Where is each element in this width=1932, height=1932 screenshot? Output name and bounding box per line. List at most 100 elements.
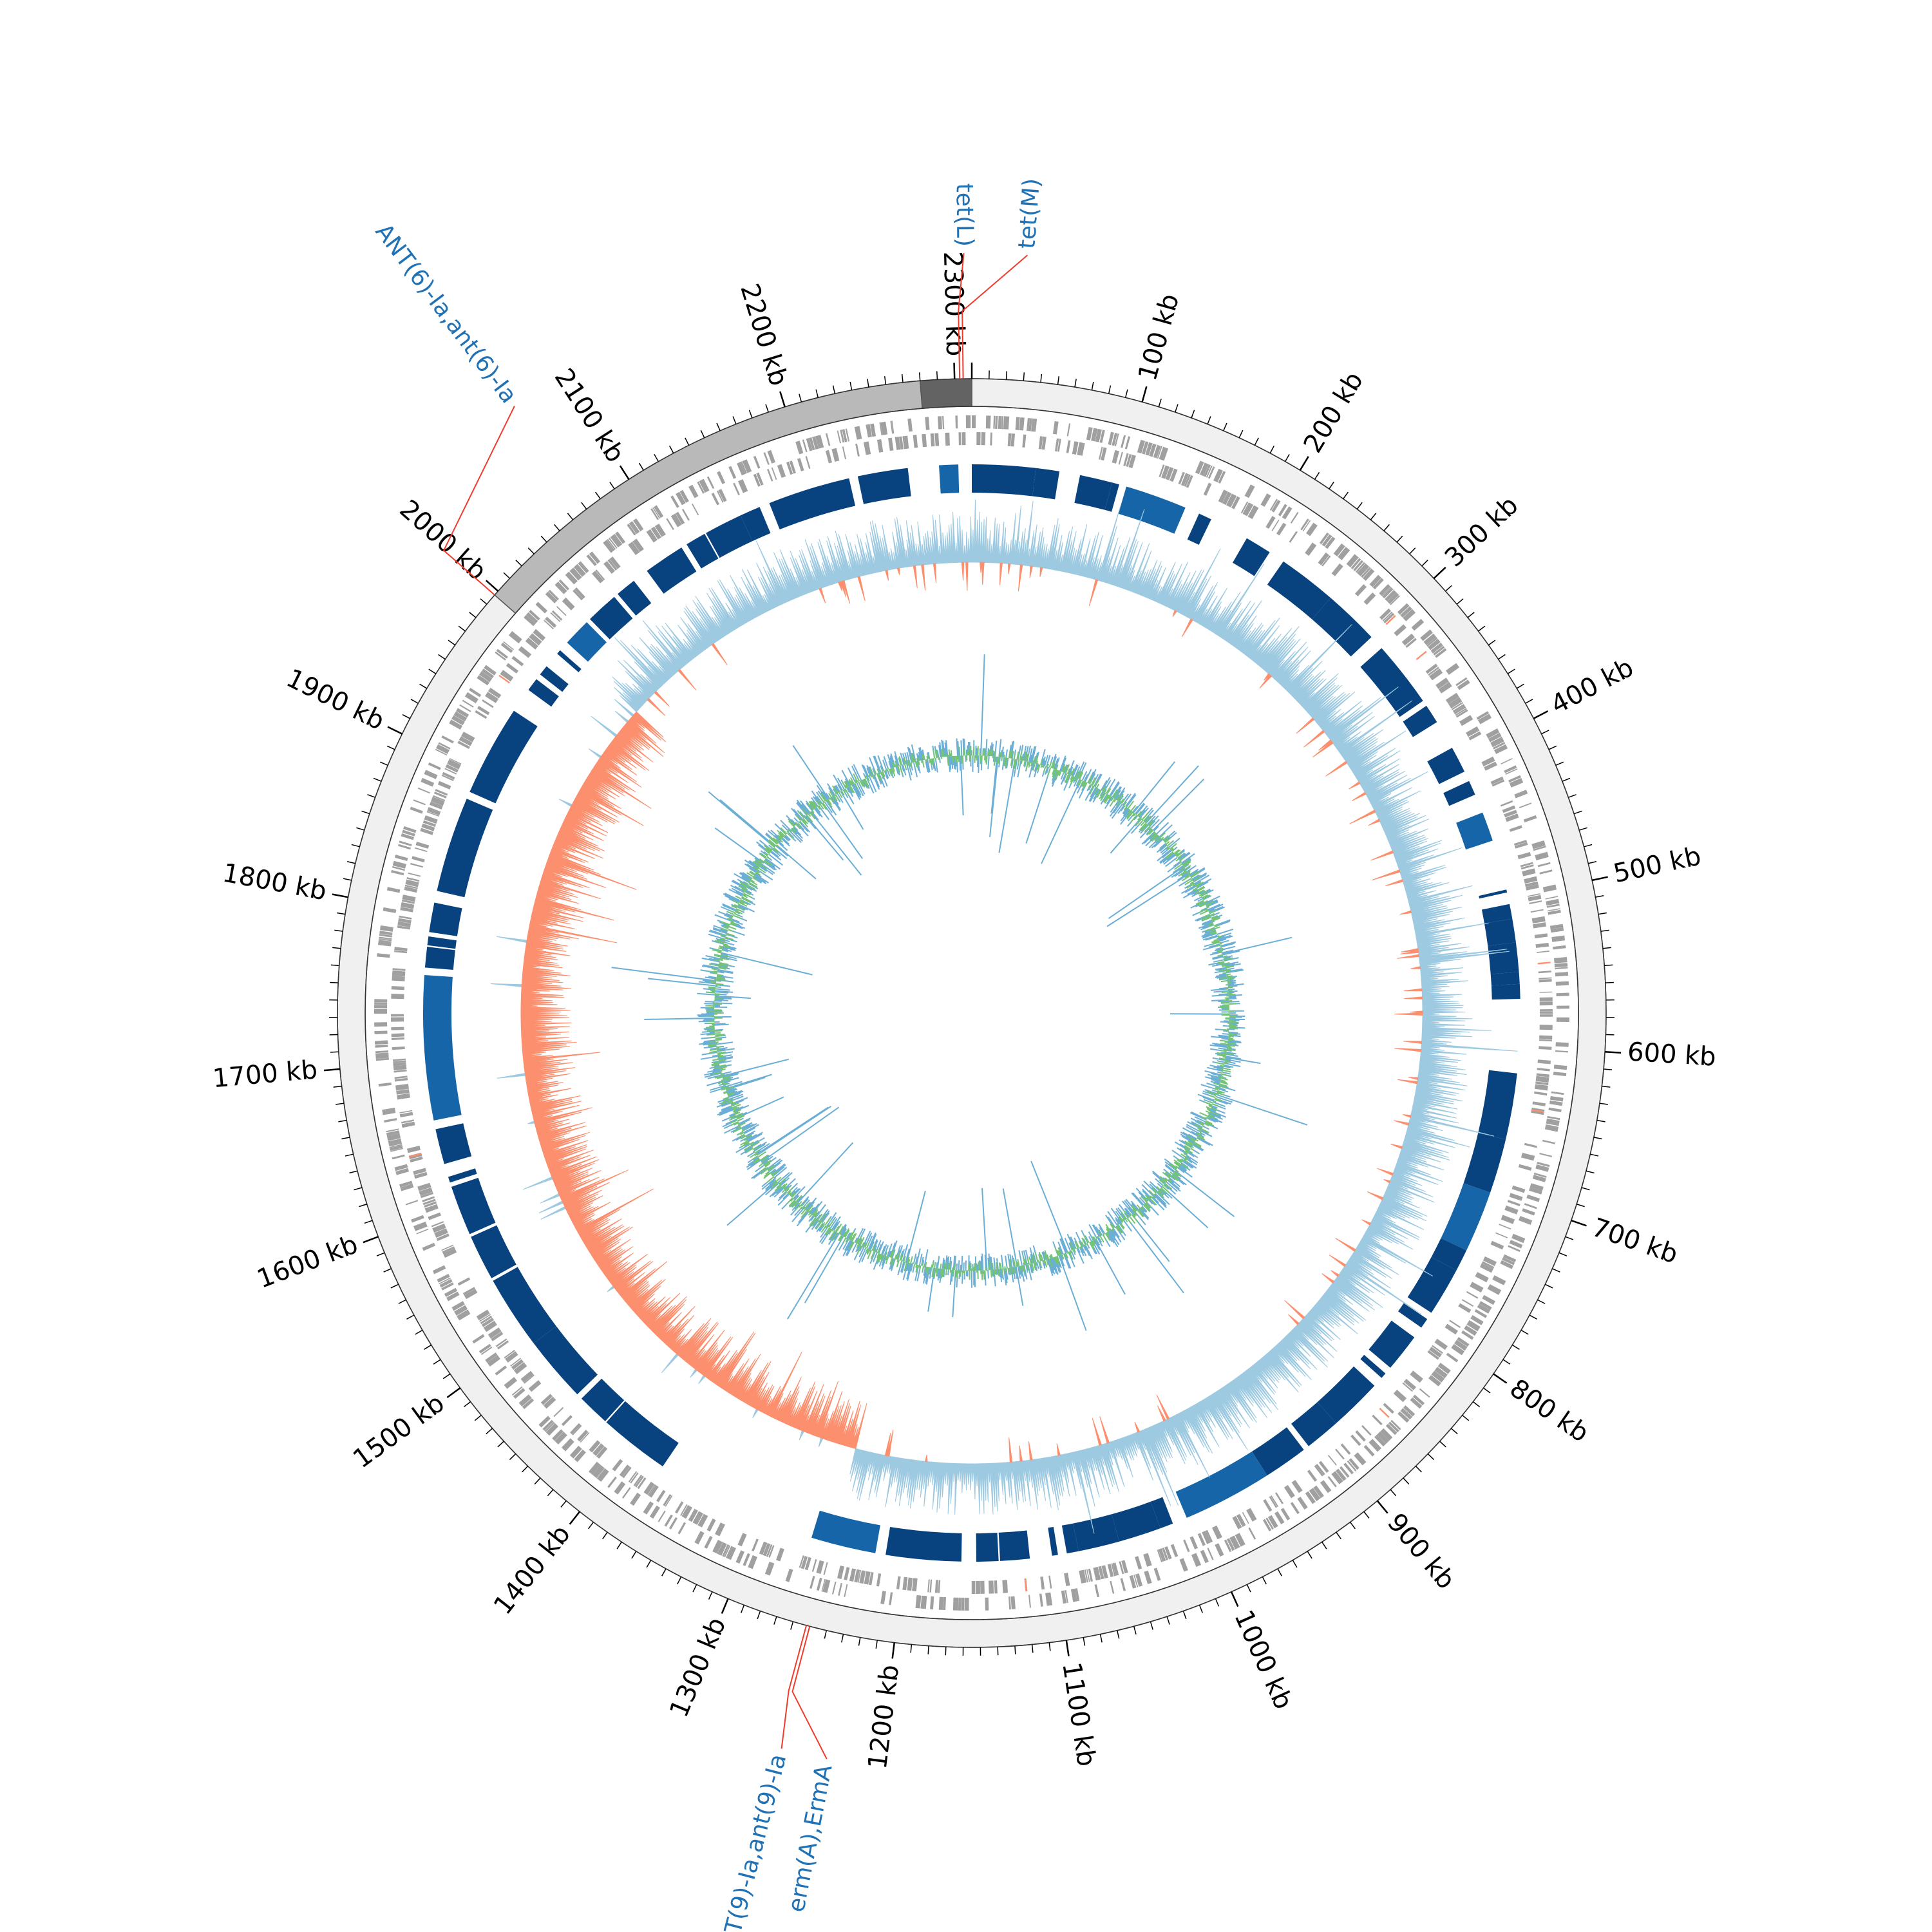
gene-feature xyxy=(1531,840,1546,849)
tick-label: 400 kb xyxy=(1546,652,1638,720)
gene-feature xyxy=(1490,737,1504,748)
minor-tick xyxy=(1238,430,1244,439)
gene-feature xyxy=(379,936,392,940)
gene-feature xyxy=(415,847,428,853)
gene-feature xyxy=(477,675,490,686)
gene-feature xyxy=(545,591,558,603)
homology-block xyxy=(1187,513,1211,545)
minor-tick xyxy=(333,1085,342,1088)
gene-feature xyxy=(1522,1208,1535,1216)
gene-feature xyxy=(1142,441,1149,455)
gene-feature xyxy=(565,571,578,585)
gene-feature xyxy=(386,887,401,893)
gene-feature xyxy=(378,1082,392,1087)
gene-feature xyxy=(374,1009,387,1014)
gene-feature xyxy=(664,1514,673,1527)
gene-feature xyxy=(383,907,397,913)
gene-feature xyxy=(469,688,482,697)
gene-feature xyxy=(464,692,478,704)
homology-block xyxy=(1484,918,1516,946)
gene-feature xyxy=(955,415,958,429)
minor-tick xyxy=(1083,1637,1086,1646)
gene-feature xyxy=(380,925,393,932)
gene-feature xyxy=(1507,1200,1520,1207)
gene-feature xyxy=(1381,587,1392,597)
gene-feature xyxy=(1031,418,1037,432)
gene-feature xyxy=(402,895,416,902)
minor-tick xyxy=(875,1640,878,1649)
gene-feature xyxy=(441,1244,454,1251)
gene-feature xyxy=(934,1580,938,1593)
gene-feature xyxy=(1446,1352,1459,1363)
minor-tick xyxy=(433,1359,441,1365)
minor-tick xyxy=(1483,1387,1491,1394)
gene-feature xyxy=(522,1398,535,1410)
gene-feature xyxy=(1464,1325,1477,1336)
gene-feature xyxy=(1357,563,1370,576)
homology-block xyxy=(939,464,960,494)
minor-tick xyxy=(361,810,370,815)
gene-feature xyxy=(1039,1593,1043,1607)
gene-feature xyxy=(595,569,605,581)
gene-feature xyxy=(1427,1350,1439,1360)
gene-feature xyxy=(1363,1444,1375,1457)
major-tick xyxy=(485,580,499,592)
minor-tick xyxy=(522,1466,529,1473)
minor-tick xyxy=(1321,1541,1327,1549)
gene-feature xyxy=(445,764,459,773)
minor-tick xyxy=(1602,947,1611,949)
gene-feature xyxy=(431,1221,444,1227)
homology-block xyxy=(448,1168,477,1183)
gene-feature xyxy=(823,1562,828,1575)
gene-feature xyxy=(842,446,846,460)
minor-tick xyxy=(1456,598,1464,605)
tick-label: 1900 kb xyxy=(281,663,389,736)
gene-feature xyxy=(724,1545,731,1558)
gene-feature xyxy=(421,1192,433,1198)
gene-feature xyxy=(1504,1205,1519,1215)
homology-block xyxy=(1048,1527,1058,1556)
gene-feature xyxy=(456,708,469,718)
gene-feature xyxy=(1430,642,1443,654)
gene-feature xyxy=(607,538,616,550)
gene-feature xyxy=(1079,1569,1087,1584)
major-tick xyxy=(1605,1050,1622,1054)
gene-feature xyxy=(1526,884,1539,891)
gene-feature xyxy=(943,1597,946,1611)
minor-tick xyxy=(448,639,456,646)
gene-feature xyxy=(1290,511,1299,524)
gene-feature xyxy=(1119,1561,1124,1575)
gene-feature xyxy=(743,1553,750,1566)
minor-tick xyxy=(424,1344,432,1350)
gene-feature xyxy=(1555,981,1569,986)
minor-tick xyxy=(594,491,601,499)
homology-block xyxy=(1061,1523,1079,1554)
gene-feature xyxy=(1481,1261,1495,1269)
gene-feature xyxy=(393,1069,407,1073)
gene-feature xyxy=(441,735,454,744)
minor-tick xyxy=(1577,1204,1585,1208)
gc-skew-negative xyxy=(520,562,1423,1463)
minor-tick xyxy=(1409,547,1416,554)
minor-tick xyxy=(1516,683,1524,689)
minor-tick xyxy=(1529,1314,1537,1320)
major-tick xyxy=(363,1236,379,1244)
homology-block xyxy=(1074,475,1112,510)
gene-feature xyxy=(975,1580,981,1594)
minor-tick xyxy=(1124,389,1128,398)
gene-feature xyxy=(1372,1414,1383,1426)
gene-feature xyxy=(607,559,618,571)
gene-feature xyxy=(1200,462,1209,477)
minor-tick xyxy=(1175,404,1179,413)
gene-feature xyxy=(1218,471,1226,484)
major-tick xyxy=(1141,386,1148,402)
gene-feature xyxy=(1420,629,1433,641)
gene-feature xyxy=(907,418,913,432)
gene-feature xyxy=(386,1130,400,1136)
minor-tick xyxy=(1314,472,1320,480)
gene-feature xyxy=(495,651,506,661)
gene-feature xyxy=(627,524,636,536)
gene-feature xyxy=(1515,842,1528,849)
gene-feature xyxy=(925,417,930,430)
